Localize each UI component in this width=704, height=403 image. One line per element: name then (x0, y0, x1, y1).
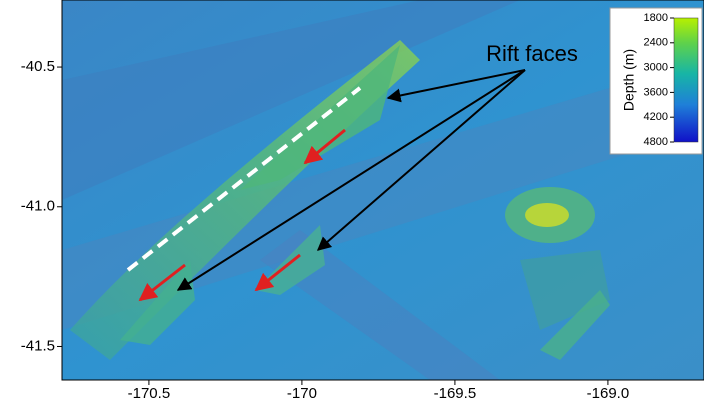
y-tick-label: -40.5 (21, 58, 55, 75)
y-tick-label: -41.5 (21, 337, 55, 354)
colorbar: Depth (m) (610, 8, 702, 154)
x-tick-label: -169.0 (587, 385, 630, 402)
x-tick-label: -170.5 (128, 385, 171, 402)
x-tick-label: -170 (287, 385, 317, 402)
y-tick-label: -41.0 (21, 198, 55, 215)
x-tick-label: -169.5 (434, 385, 477, 402)
colorbar-tick-label: 4800 (644, 136, 668, 148)
annotation: Rift faces (486, 41, 578, 66)
colorbar-tick-label: 3000 (644, 62, 668, 74)
figure: Rift faces Depth (m) -170.5 -170 -169.5 -16… (0, 0, 704, 403)
colorbar-title: Depth (m) (621, 49, 637, 111)
colorbar-tick-label: 4200 (644, 111, 668, 123)
colorbar-tick-label: 2400 (644, 37, 668, 49)
colorbar-tick-label: 3600 (644, 86, 668, 98)
colorbar-tick-label: 1800 (644, 12, 668, 24)
map-area: Rift faces (62, 0, 704, 380)
